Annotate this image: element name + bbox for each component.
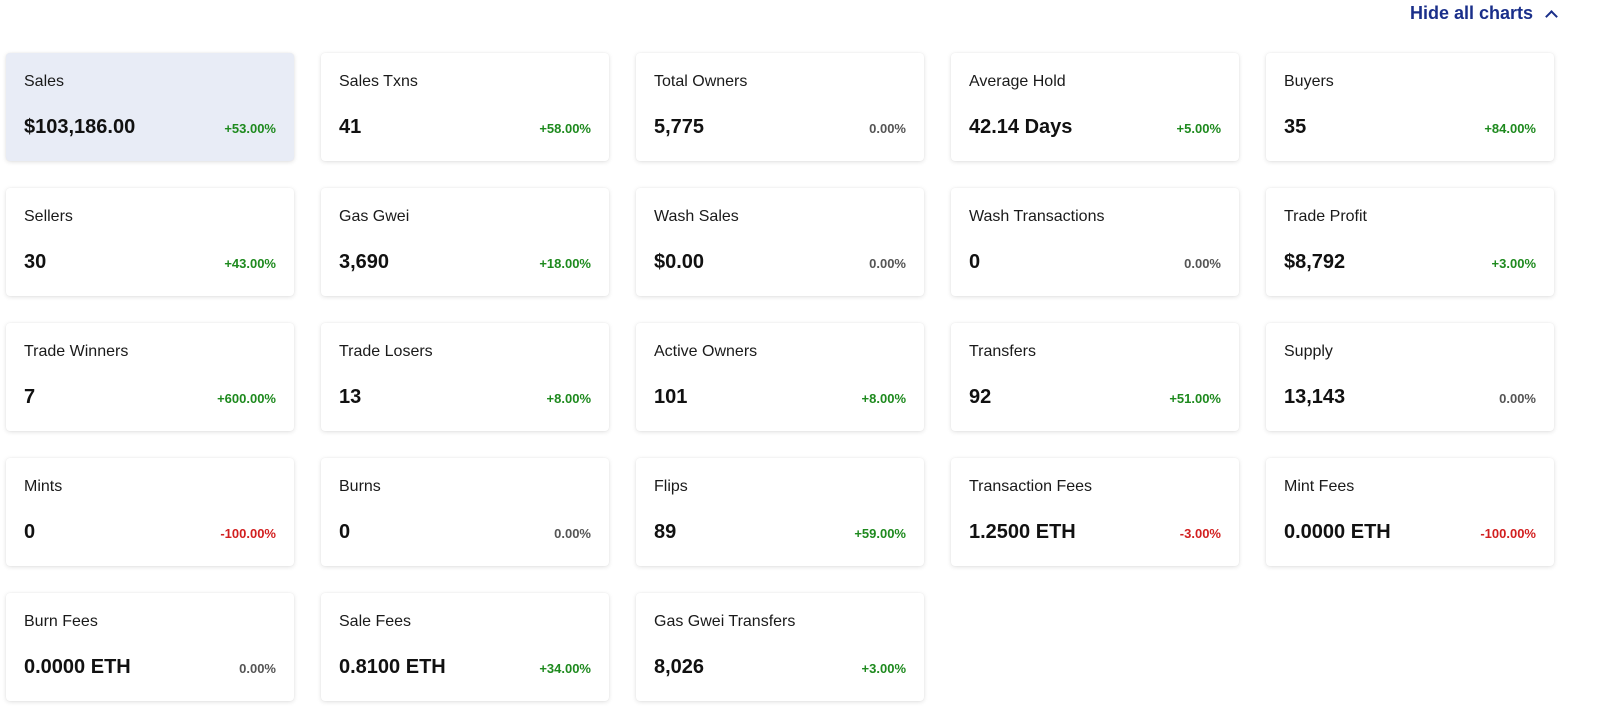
stat-card-label: Supply xyxy=(1284,343,1333,360)
stat-card-label: Active Owners xyxy=(654,343,758,360)
stat-card-change: +8.00% xyxy=(546,391,591,406)
stat-card-value: 0.8100 ETH xyxy=(339,656,446,678)
stat-card-value: 0.0000 ETH xyxy=(24,656,131,678)
stat-card-value: $103,186.00 xyxy=(24,116,136,138)
stat-card-burn-fees[interactable]: Burn Fees 0.0000 ETH 0.00% xyxy=(6,593,294,701)
stat-card-value: 13 xyxy=(339,386,362,408)
stat-card-change: +600.00% xyxy=(217,391,276,406)
stat-card-label: Gas Gwei Transfers xyxy=(654,613,796,630)
stat-card-value: 41 xyxy=(339,116,362,138)
stat-card-change: +43.00% xyxy=(224,256,276,271)
stat-card-value: 89 xyxy=(654,521,677,543)
stat-card-label: Burns xyxy=(339,478,381,495)
stat-card-label: Gas Gwei xyxy=(339,208,410,225)
stats-grid: Sales $103,186.00 +53.00% Sales Txns 41 +58.0… xyxy=(6,53,1554,701)
stat-card-mints[interactable]: Mints 0 -100.00% xyxy=(6,458,294,566)
stat-card-label: Average Hold xyxy=(969,73,1066,90)
stat-card-buyers[interactable]: Buyers 35 +84.00% xyxy=(1266,53,1554,161)
stat-card-value: 0 xyxy=(24,521,36,543)
stat-card-sales[interactable]: Sales $103,186.00 +53.00% xyxy=(6,53,294,161)
stat-card-change: 0.00% xyxy=(1499,391,1536,406)
stat-card-value: 35 xyxy=(1284,116,1307,138)
stat-card-trade-losers[interactable]: Trade Losers 13 +8.00% xyxy=(321,323,609,431)
stat-card-flips[interactable]: Flips 89 +59.00% xyxy=(636,458,924,566)
stat-card-total-owners[interactable]: Total Owners 5,775 0.00% xyxy=(636,53,924,161)
stat-card-label: Burn Fees xyxy=(24,613,98,630)
stat-card-value: 1.2500 ETH xyxy=(969,521,1076,543)
stat-card-wash-transactions[interactable]: Wash Transactions 0 0.00% xyxy=(951,188,1239,296)
stat-card-burns[interactable]: Burns 0 0.00% xyxy=(321,458,609,566)
stat-card-change: -100.00% xyxy=(220,526,276,541)
stat-card-value: 0 xyxy=(969,251,981,273)
stat-card-sale-fees[interactable]: Sale Fees 0.8100 ETH +34.00% xyxy=(321,593,609,701)
stat-card-label: Trade Winners xyxy=(24,343,129,360)
stat-card-change: +53.00% xyxy=(224,121,276,136)
stat-card-value: 30 xyxy=(24,251,47,273)
stat-card-sales-txns[interactable]: Sales Txns 41 +58.00% xyxy=(321,53,609,161)
stat-card-value: 5,775 xyxy=(654,116,705,138)
stat-card-value: 42.14 Days xyxy=(969,116,1073,138)
stat-card-trade-profit[interactable]: Trade Profit $8,792 +3.00% xyxy=(1266,188,1554,296)
stat-card-gas-gwei[interactable]: Gas Gwei 3,690 +18.00% xyxy=(321,188,609,296)
stat-card-gas-gwei-transfers[interactable]: Gas Gwei Transfers 8,026 +3.00% xyxy=(636,593,924,701)
stat-card-change: 0.00% xyxy=(869,256,906,271)
stat-card-label: Mint Fees xyxy=(1284,478,1355,495)
stat-card-mint-fees[interactable]: Mint Fees 0.0000 ETH -100.00% xyxy=(1266,458,1554,566)
stat-card-change: +18.00% xyxy=(539,256,591,271)
stat-card-trade-winners[interactable]: Trade Winners 7 +600.00% xyxy=(6,323,294,431)
stat-card-wash-sales[interactable]: Wash Sales $0.00 0.00% xyxy=(636,188,924,296)
stat-card-change: 0.00% xyxy=(554,526,591,541)
stat-card-value: 0.0000 ETH xyxy=(1284,521,1391,543)
stat-card-change: 0.00% xyxy=(1184,256,1221,271)
stat-card-label: Buyers xyxy=(1284,73,1334,90)
stat-card-change: +5.00% xyxy=(1176,121,1221,136)
stat-card-sellers[interactable]: Sellers 30 +43.00% xyxy=(6,188,294,296)
stat-card-value: 8,026 xyxy=(654,656,705,678)
stat-card-change: +51.00% xyxy=(1169,391,1221,406)
stat-card-transaction-fees[interactable]: Transaction Fees 1.2500 ETH -3.00% xyxy=(951,458,1239,566)
stat-card-label: Wash Sales xyxy=(654,208,739,225)
stat-card-label: Transfers xyxy=(969,343,1036,360)
stat-card-change: +84.00% xyxy=(1484,121,1536,136)
chevron-up-icon xyxy=(1545,9,1558,23)
stat-card-value: $8,792 xyxy=(1284,251,1346,273)
stat-card-label: Mints xyxy=(24,478,63,495)
stat-card-value: 7 xyxy=(24,386,36,408)
hide-all-charts-button[interactable]: Hide all charts xyxy=(1409,3,1558,24)
top-bar: Hide all charts xyxy=(0,0,1600,36)
stat-card-change: 0.00% xyxy=(239,661,276,676)
stat-card-average-hold[interactable]: Average Hold 42.14 Days +5.00% xyxy=(951,53,1239,161)
stat-card-change: +58.00% xyxy=(539,121,591,136)
stat-card-value: 92 xyxy=(969,386,992,408)
stat-card-change: +59.00% xyxy=(854,526,906,541)
stat-card-change: +8.00% xyxy=(861,391,906,406)
stat-card-change: 0.00% xyxy=(869,121,906,136)
stat-card-value: 101 xyxy=(654,386,688,408)
stat-card-transfers[interactable]: Transfers 92 +51.00% xyxy=(951,323,1239,431)
stat-card-supply[interactable]: Supply 13,143 0.00% xyxy=(1266,323,1554,431)
stat-card-change: -100.00% xyxy=(1480,526,1536,541)
stat-card-value: $0.00 xyxy=(654,251,705,273)
stat-card-label: Sellers xyxy=(24,208,73,225)
stat-card-change: +3.00% xyxy=(861,661,906,676)
stat-card-change: -3.00% xyxy=(1179,526,1221,541)
stat-card-label: Sales xyxy=(24,73,65,90)
stat-card-label: Total Owners xyxy=(654,73,748,90)
stat-card-label: Transaction Fees xyxy=(969,478,1093,495)
stat-card-value: 3,690 xyxy=(339,251,390,273)
stat-card-value: 13,143 xyxy=(1284,386,1346,408)
stat-card-label: Sales Txns xyxy=(339,73,418,90)
stat-card-value: 0 xyxy=(339,521,351,543)
stat-card-label: Flips xyxy=(654,478,688,495)
stat-card-label: Sale Fees xyxy=(339,613,412,630)
stat-card-label: Wash Transactions xyxy=(969,208,1105,225)
stat-card-label: Trade Profit xyxy=(1284,208,1367,225)
stat-card-change: +3.00% xyxy=(1491,256,1536,271)
stat-card-active-owners[interactable]: Active Owners 101 +8.00% xyxy=(636,323,924,431)
stat-card-change: +34.00% xyxy=(539,661,591,676)
hide-all-charts-label: Hide all charts xyxy=(1409,3,1533,23)
stat-card-label: Trade Losers xyxy=(339,343,433,360)
